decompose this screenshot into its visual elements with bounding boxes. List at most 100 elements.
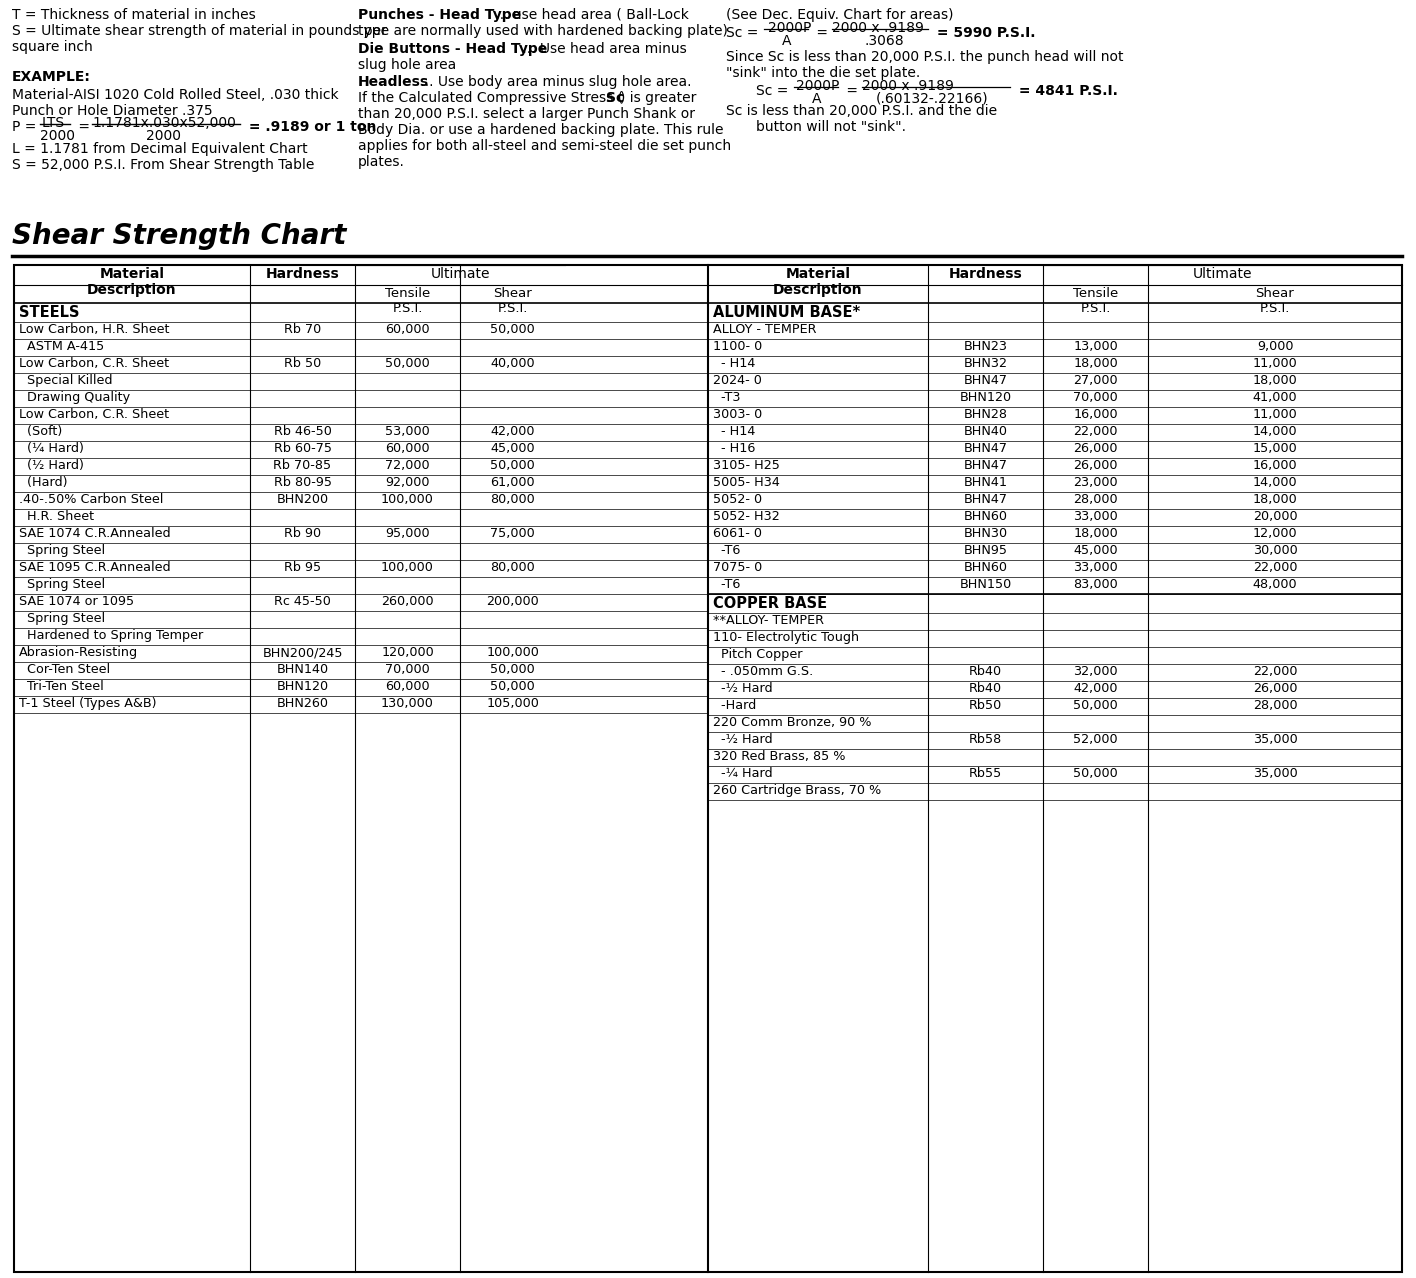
Text: .40-.50% Carbon Steel: .40-.50% Carbon Steel	[18, 493, 163, 506]
Text: BHN32: BHN32	[963, 357, 1008, 371]
Text: - H14: - H14	[714, 426, 755, 438]
Text: =: =	[843, 84, 862, 98]
Text: 18,000: 18,000	[1073, 357, 1117, 371]
Text: BHN140: BHN140	[276, 663, 329, 676]
Text: BHN120: BHN120	[276, 680, 329, 693]
Text: BHN150: BHN150	[960, 578, 1011, 590]
Text: (.60132-.22166): (.60132-.22166)	[877, 92, 988, 106]
Text: 260,000: 260,000	[381, 596, 433, 608]
Text: ASTM A-415: ASTM A-415	[18, 340, 105, 353]
Text: 26,000: 26,000	[1073, 459, 1117, 472]
Text: Sc =: Sc =	[726, 26, 763, 40]
Text: -½ Hard: -½ Hard	[714, 734, 773, 746]
Text: BHN60: BHN60	[963, 510, 1008, 523]
Text: 50,000: 50,000	[490, 663, 535, 676]
Text: 50,000: 50,000	[1073, 699, 1117, 712]
Text: Low Carbon, C.R. Sheet: Low Carbon, C.R. Sheet	[18, 408, 169, 420]
Text: SAE 1074 C.R.Annealed: SAE 1074 C.R.Annealed	[18, 527, 170, 541]
Text: 33,000: 33,000	[1073, 561, 1117, 574]
Text: 1100- 0: 1100- 0	[714, 340, 762, 353]
Text: 61,000: 61,000	[490, 475, 535, 489]
Text: Tensile
P.S.I.: Tensile P.S.I.	[385, 288, 430, 314]
Text: 60,000: 60,000	[385, 680, 430, 693]
Text: SAE 1095 C.R.Annealed: SAE 1095 C.R.Annealed	[18, 561, 170, 574]
Text: 41,000: 41,000	[1253, 391, 1297, 404]
Text: Die Buttons - Head Type: Die Buttons - Head Type	[358, 42, 547, 56]
Text: Spring Steel: Spring Steel	[18, 612, 105, 625]
Text: 70,000: 70,000	[1073, 391, 1117, 404]
Text: ) is greater: ) is greater	[620, 91, 697, 105]
Text: Rb40: Rb40	[969, 682, 1003, 695]
Text: ... Use body area minus slug hole area.: ... Use body area minus slug hole area.	[416, 75, 691, 89]
Text: 22,000: 22,000	[1253, 665, 1297, 679]
Text: slug hole area: slug hole area	[358, 58, 456, 72]
Text: A: A	[811, 92, 821, 106]
Text: 50,000: 50,000	[490, 680, 535, 693]
Text: 2000P: 2000P	[796, 79, 840, 93]
Text: 23,000: 23,000	[1073, 475, 1117, 489]
Text: (½ Hard): (½ Hard)	[18, 459, 84, 472]
Text: 83,000: 83,000	[1073, 578, 1117, 590]
Text: button will not "sink".: button will not "sink".	[756, 120, 906, 134]
Text: - H16: - H16	[714, 442, 755, 455]
Text: 80,000: 80,000	[490, 493, 535, 506]
Text: BHN200/245: BHN200/245	[262, 645, 343, 659]
Text: 22,000: 22,000	[1073, 426, 1117, 438]
Text: Sc is less than 20,000 P.S.I. and the die: Sc is less than 20,000 P.S.I. and the di…	[726, 104, 997, 118]
Text: 2024- 0: 2024- 0	[714, 374, 762, 387]
Text: LTS: LTS	[42, 116, 65, 130]
Text: Rb 70-85: Rb 70-85	[273, 459, 331, 472]
Text: BHN260: BHN260	[276, 697, 329, 711]
Text: Shear
P.S.I.: Shear P.S.I.	[493, 288, 532, 314]
Text: **ALLOY- TEMPER: **ALLOY- TEMPER	[714, 613, 824, 627]
Text: 18,000: 18,000	[1253, 493, 1297, 506]
Text: plates.: plates.	[358, 155, 405, 169]
Text: -T6: -T6	[714, 544, 741, 557]
Text: 13,000: 13,000	[1073, 340, 1117, 353]
Text: Rb 90: Rb 90	[285, 527, 321, 541]
Text: STEELS: STEELS	[18, 305, 79, 320]
Text: BHN40: BHN40	[963, 426, 1008, 438]
Text: Rb 95: Rb 95	[285, 561, 321, 574]
Text: Sc =: Sc =	[756, 84, 793, 98]
Text: 5052- 0: 5052- 0	[714, 493, 762, 506]
Text: L = 1.1781 from Decimal Equivalent Chart: L = 1.1781 from Decimal Equivalent Chart	[11, 142, 307, 156]
Text: 2000: 2000	[146, 129, 181, 143]
Text: 5005- H34: 5005- H34	[714, 475, 780, 489]
Text: 26,000: 26,000	[1073, 442, 1117, 455]
Text: 30,000: 30,000	[1253, 544, 1297, 557]
Text: Drawing Quality: Drawing Quality	[18, 391, 130, 404]
Text: BHN60: BHN60	[963, 561, 1008, 574]
Text: Pitch Copper: Pitch Copper	[714, 648, 803, 661]
Text: BHN23: BHN23	[963, 340, 1008, 353]
Text: 26,000: 26,000	[1253, 682, 1297, 695]
Text: 200,000: 200,000	[486, 596, 539, 608]
Text: 320 Red Brass, 85 %: 320 Red Brass, 85 %	[714, 750, 845, 763]
Text: T = Thickness of material in inches: T = Thickness of material in inches	[11, 8, 256, 22]
Text: BHN47: BHN47	[963, 493, 1008, 506]
Text: 100,000: 100,000	[381, 493, 433, 506]
Text: SAE 1074 or 1095: SAE 1074 or 1095	[18, 596, 135, 608]
Text: Rb55: Rb55	[969, 767, 1003, 780]
Text: 22,000: 22,000	[1253, 561, 1297, 574]
Text: 110- Electrolytic Tough: 110- Electrolytic Tough	[714, 631, 860, 644]
Text: 7075- 0: 7075- 0	[714, 561, 762, 574]
Text: 42,000: 42,000	[490, 426, 535, 438]
Text: Rb 80-95: Rb 80-95	[273, 475, 331, 489]
Text: 32,000: 32,000	[1073, 665, 1117, 679]
Text: Rb58: Rb58	[969, 734, 1003, 746]
Text: -T6: -T6	[714, 578, 741, 590]
Text: Body Dia. or use a hardened backing plate. This rule: Body Dia. or use a hardened backing plat…	[358, 123, 724, 137]
Text: 70,000: 70,000	[385, 663, 430, 676]
Text: 14,000: 14,000	[1253, 426, 1297, 438]
Text: 28,000: 28,000	[1073, 493, 1117, 506]
Text: square inch: square inch	[11, 40, 93, 54]
Text: Material-AISI 1020 Cold Rolled Steel, .030 thick: Material-AISI 1020 Cold Rolled Steel, .0…	[11, 88, 338, 102]
Text: 2000: 2000	[40, 129, 75, 143]
Text: - H14: - H14	[714, 357, 755, 371]
Text: Rb 60-75: Rb 60-75	[273, 442, 331, 455]
Text: Sc: Sc	[606, 91, 624, 105]
Text: Spring Steel: Spring Steel	[18, 544, 105, 557]
Text: A: A	[782, 35, 792, 49]
Text: 27,000: 27,000	[1073, 374, 1117, 387]
